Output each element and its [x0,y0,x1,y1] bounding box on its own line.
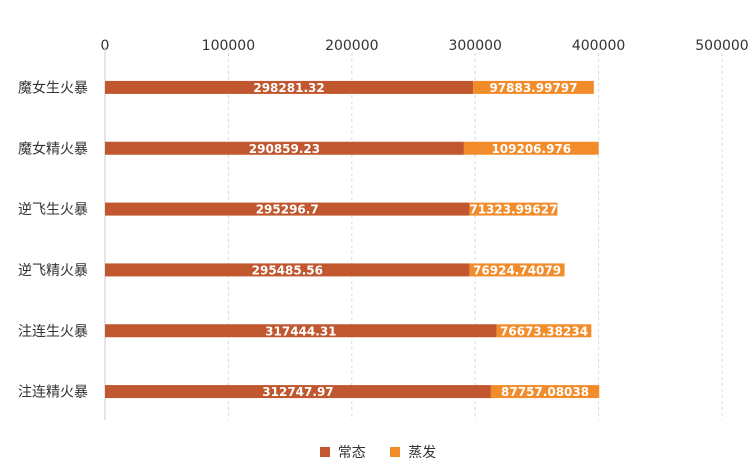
x-tick-label: 200000 [325,38,378,54]
data-label: 298281.32 [253,81,324,95]
data-label: 97883.99797 [489,81,577,95]
legend-label-changtai: 常态 [337,445,366,461]
x-tick-label: 100000 [202,38,255,54]
category-label: 注连精火暴 [18,385,88,401]
bar-changtai [105,324,497,338]
bar-changtai [105,202,470,216]
legend: 常态 蒸发 [0,442,756,462]
legend-swatch-changtai [319,447,330,457]
x-tick-label: 300000 [448,38,501,54]
category-label: 注连生火暴 [18,324,88,340]
category-label: 魔女精火暴 [18,140,88,157]
bar-changtai [105,385,491,399]
bar-changtai [105,80,474,94]
data-label: 295485.56 [252,263,323,277]
data-label: 109206.976 [491,142,571,156]
category-label: 逆飞生火暴 [18,202,88,218]
category-label: 魔女生火暴 [18,79,88,96]
bar-zhengfa [469,263,565,277]
data-label: 295296.7 [256,203,319,217]
bar-changtai [105,263,470,277]
legend-swatch-zhengfa [390,447,401,457]
data-label: 76924.74079 [473,263,561,277]
bar-zhengfa [496,324,592,338]
bar-changtai [105,141,464,155]
data-label: 317444.31 [265,324,336,338]
bar-chart: 0 100000 200000 300000 400000 500000 魔女生火暴 2982… [18,38,749,420]
bar-zhengfa [490,385,600,399]
legend-item-zhengfa[interactable]: 蒸发 [390,442,436,462]
data-label: 71323.99627 [469,203,557,217]
data-label: 76673.38234 [500,324,588,338]
bar-zhengfa [463,141,599,155]
x-tick-label: 0 [101,38,110,54]
category-label: 逆飞精火暴 [18,263,88,279]
data-label: 312747.97 [262,385,333,399]
data-label: 87757.08038 [501,385,589,399]
x-tick-label: 400000 [572,38,625,54]
bar-zhengfa [473,80,594,94]
legend-item-changtai[interactable]: 常态 [319,442,366,462]
data-label: 290859.23 [249,142,320,156]
x-tick-label: 500000 [695,38,748,54]
bar-zhengfa [469,202,558,216]
legend-label-zhengfa: 蒸发 [408,445,437,461]
